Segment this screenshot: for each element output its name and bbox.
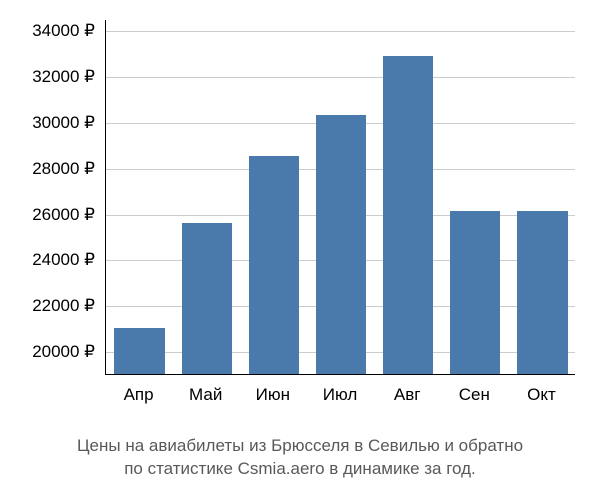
- x-tick-label: Авг: [394, 385, 421, 405]
- x-tick-label: Июн: [256, 385, 290, 405]
- x-tick-label: Окт: [527, 385, 556, 405]
- y-tick-label: 34000 ₽: [0, 21, 95, 41]
- x-tick-label: Сен: [459, 385, 490, 405]
- y-tick-label: 26000 ₽: [0, 205, 95, 225]
- caption-line-1: Цены на авиабилеты из Брюсселя в Севилью…: [0, 435, 600, 458]
- x-tick-label: Июл: [323, 385, 358, 405]
- x-tick-label: Май: [189, 385, 222, 405]
- caption-line-2: по статистике Csmia.aero в динамике за г…: [0, 458, 600, 481]
- y-tick-label: 28000 ₽: [0, 159, 95, 179]
- y-tick-label: 24000 ₽: [0, 250, 95, 270]
- bar: [517, 211, 567, 374]
- bar: [316, 115, 366, 374]
- bar: [182, 223, 232, 374]
- bar: [114, 328, 164, 374]
- price-chart: 20000 ₽ 22000 ₽ 24000 ₽ 26000 ₽ 28000 ₽ 30000…: [0, 0, 600, 500]
- y-tick-label: 20000 ₽: [0, 342, 95, 362]
- y-tick-label: 22000 ₽: [0, 296, 95, 316]
- x-tick-label: Апр: [124, 385, 154, 405]
- plot-area: [105, 20, 575, 375]
- y-tick-label: 30000 ₽: [0, 113, 95, 133]
- gridline: [106, 31, 575, 32]
- bar: [383, 56, 433, 374]
- bar: [450, 211, 500, 374]
- gridline: [106, 77, 575, 78]
- chart-caption: Цены на авиабилеты из Брюсселя в Севилью…: [0, 435, 600, 481]
- bar: [249, 156, 299, 374]
- y-tick-label: 32000 ₽: [0, 67, 95, 87]
